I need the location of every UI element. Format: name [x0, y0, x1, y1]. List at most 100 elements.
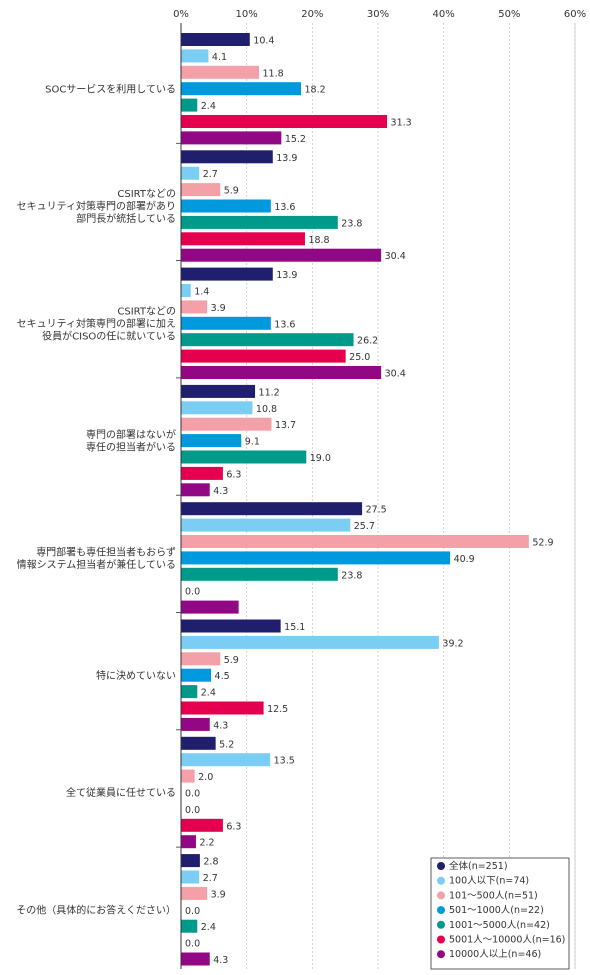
bar-value-label: 11.2	[259, 387, 280, 398]
bar-value-label: 6.3	[226, 821, 241, 832]
bar-value-label: 10.4	[253, 36, 274, 47]
bar-value-label: 2.7	[203, 169, 218, 180]
bar-value-label: 23.8	[341, 218, 362, 229]
bar-value-label: 23.8	[341, 570, 362, 581]
bar	[181, 535, 529, 548]
bar-value-label: 12.5	[267, 704, 288, 715]
bar	[181, 366, 382, 379]
bar-value-label: 4.3	[213, 486, 228, 497]
legend-label: 501～1000人(n=22)	[449, 905, 544, 916]
legend-label: 全体(n=251)	[449, 860, 508, 872]
x-tick-label: 0%	[173, 9, 189, 20]
bar	[181, 267, 273, 281]
bar	[181, 600, 239, 614]
bar-value-label: 26.2	[357, 336, 378, 347]
category-label: 全て従業員に任せている	[66, 786, 176, 799]
category-label: CSIRTなどのセキュリティ対策専門の部署があり部門長が統括している	[17, 188, 176, 225]
bar-value-label: 3.9	[211, 889, 226, 900]
x-tick-label: 50%	[498, 9, 520, 20]
bar	[181, 284, 191, 297]
bar-value-label: 5.9	[224, 186, 239, 197]
bar	[181, 82, 302, 96]
bar	[181, 384, 256, 398]
bar	[181, 300, 208, 314]
category-label: 専門部署も専任担当者もおらず情報システム担当者が兼任している	[17, 545, 176, 571]
bar-value-label: 2.0	[198, 772, 213, 783]
bar-value-label: 4.3	[213, 720, 228, 731]
bar-value-label: 27.5	[366, 505, 387, 516]
bar	[181, 870, 200, 884]
bar-value-label: 4.3	[213, 955, 228, 966]
bar	[181, 685, 198, 699]
bar-value-label: 0.0	[185, 789, 200, 800]
bar	[181, 753, 271, 767]
legend: 全体(n=251) 100人以下(n=74) 101～500人(n=51) 501～1…	[430, 857, 570, 970]
bar-value-label: 1.4	[194, 287, 209, 298]
bars: 10.4 4.1 11.8 18.2 2.4 31.3 15.2 13.9 2.7 5.9 13.6…	[181, 33, 554, 966]
bar	[181, 466, 223, 480]
bar	[181, 349, 346, 363]
bar-value-label: 13.5	[274, 756, 295, 767]
bar-value-label: 0.0	[185, 906, 200, 917]
bar-value-label: 19.0	[310, 453, 331, 464]
category-label: CSIRTなどのセキュリティ対策専門の部署に加え役員がCISOの任に就いている	[17, 306, 176, 343]
legend-marker	[437, 862, 445, 870]
legend-marker	[437, 876, 445, 885]
bar-value-label: 6.3	[226, 469, 241, 480]
legend-label: 10000人以上(n=46)	[449, 949, 541, 960]
legend-label: 5001人～10000人(n=16)	[449, 935, 565, 946]
bar-value-label: 0.0	[185, 939, 200, 950]
bar-value-label: 2.8	[203, 857, 218, 868]
bar	[181, 417, 272, 431]
category-label: SOCサービスを利用している	[45, 83, 176, 95]
bar	[181, 401, 253, 415]
bar	[181, 131, 282, 145]
bar-value-label: 13.6	[274, 202, 295, 213]
legend-box	[430, 857, 570, 970]
category-label: 専門の部署はないが専任の担当者がいる	[86, 428, 176, 454]
bar	[181, 450, 307, 464]
bar	[181, 619, 281, 633]
bar-value-label: 15.2	[285, 134, 306, 145]
bar	[181, 736, 216, 750]
bar	[181, 502, 363, 516]
x-tick-label: 30%	[367, 9, 389, 20]
bar-value-label: 52.9	[532, 538, 553, 549]
bar	[181, 701, 264, 715]
bar-value-label: 10.8	[256, 404, 277, 415]
bar-value-label: 18.8	[308, 235, 329, 246]
bar	[181, 333, 354, 347]
bar-value-label: 13.6	[274, 319, 295, 330]
bar	[181, 98, 198, 112]
legend-marker	[437, 935, 445, 944]
x-tick-label: 60%	[564, 9, 586, 20]
bar	[181, 65, 259, 79]
bar-value-label: 5.2	[219, 739, 234, 750]
bar-value-label: 0.0	[185, 587, 200, 598]
bar	[181, 668, 212, 682]
bar-value-label: 25.7	[354, 521, 375, 532]
bar-value-label: 0.0	[185, 805, 200, 816]
bar	[181, 248, 382, 262]
bar	[181, 952, 210, 966]
legend-marker	[437, 906, 445, 915]
bar	[181, 115, 388, 128]
bar	[181, 769, 195, 783]
bar-value-label: 18.2	[305, 85, 326, 96]
x-tick-label: 10%	[236, 9, 258, 20]
bar	[181, 835, 196, 849]
bar	[181, 150, 273, 164]
bar	[181, 166, 200, 180]
bar	[181, 652, 221, 666]
legend-marker	[437, 891, 445, 900]
bar-value-label: 15.1	[284, 622, 305, 633]
bar-value-label: 2.7	[203, 873, 218, 884]
bar	[181, 919, 198, 933]
x-tick-label: 40%	[433, 9, 455, 20]
bar-value-label: 4.5	[215, 671, 230, 682]
bar-value-label: 2.2	[199, 838, 214, 849]
bar-value-label: 13.9	[276, 153, 297, 164]
legend-label: 101～500人(n=51)	[449, 890, 538, 901]
bar	[181, 717, 210, 731]
